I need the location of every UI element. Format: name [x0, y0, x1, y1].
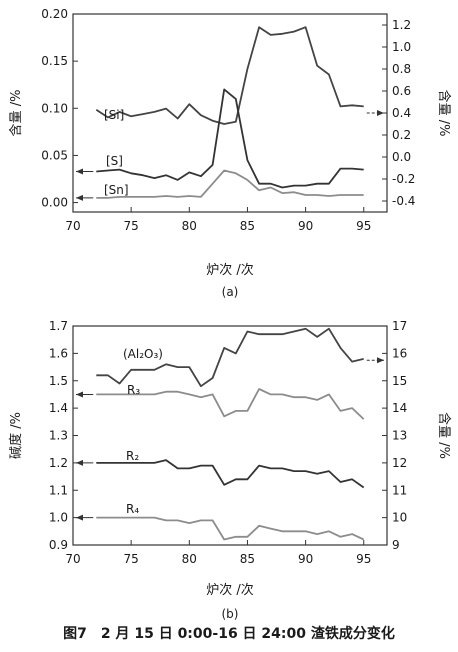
- figure-caption: 图7 2 月 15 日 0:00-16 日 24:00 渣铁成分变化: [63, 625, 395, 642]
- x-tick-label: 85: [240, 552, 255, 566]
- y-left-tick-label: 1.0: [49, 511, 68, 525]
- series-label: [S]: [106, 154, 123, 168]
- x-tick-label: 70: [65, 552, 80, 566]
- y-right-tick-label: 1.2: [392, 18, 411, 32]
- y-left-tick-label: 0.10: [41, 101, 68, 115]
- x-tick-label: 90: [298, 219, 313, 233]
- y-right-tick-label: -0.2: [392, 172, 415, 186]
- series-line: [95, 26, 364, 125]
- y-right-tick-label: 0.6: [392, 84, 411, 98]
- y-left-tick-label: 0.20: [41, 7, 68, 21]
- x-axis-label: 炉次 /次: [206, 582, 254, 598]
- x-axis-label: 炉次 /次: [206, 262, 254, 278]
- y-right-tick-label: 0.2: [392, 128, 411, 142]
- y-right-tick-label: 0.0: [392, 150, 411, 164]
- series-line: [96, 388, 365, 420]
- y-right-tick-label: 12: [392, 456, 407, 470]
- y-left-tick-label: 1.3: [49, 429, 68, 443]
- series-line: [96, 327, 364, 388]
- x-tick-label: 80: [182, 219, 197, 233]
- y-right-tick-label: 9: [392, 538, 400, 552]
- x-tick-label: 70: [65, 219, 80, 233]
- y-left-tick-label: 1.4: [49, 401, 68, 415]
- y-left-axis-label: 含量 /%: [8, 90, 24, 137]
- x-tick-label: 85: [240, 219, 255, 233]
- series-label: (Al₂O₃): [123, 347, 163, 361]
- y-left-tick-label: 1.1: [49, 483, 68, 497]
- series-line: [96, 516, 365, 541]
- chart-b: 70 75 80 85 90 95 0.9 1.0 1.1 1.2 1.3 1.4 1.5 1.6 1.7 9…: [8, 319, 452, 621]
- series-label: R₃: [127, 383, 140, 397]
- axis-arrow-head: [76, 459, 83, 466]
- y-right-tick-label: 15: [392, 374, 407, 388]
- chart-a: 70 75 80 85 90 95 0.00 0.05 0.10 0.15 0.20 -0.4 -0.2…: [8, 7, 452, 299]
- series-line: [96, 88, 364, 189]
- series-label: [Si]: [104, 108, 124, 122]
- y-left-tick-label: 0.00: [41, 196, 68, 210]
- y-left-tick-label: 0.9: [49, 538, 68, 552]
- axis-arrow-head: [76, 168, 83, 175]
- axis-arrow-head: [76, 391, 83, 398]
- y-right-tick-label: 14: [392, 401, 407, 415]
- axis-arrow-head: [377, 357, 384, 364]
- x-tick-label: 90: [298, 552, 313, 566]
- axis-arrow-head: [377, 110, 384, 116]
- y-right-axis-label: 含量 /%: [436, 90, 452, 137]
- x-tick-label: 80: [182, 552, 197, 566]
- y-right-axis-label: 含量 /%: [436, 412, 452, 459]
- series-line: [96, 459, 365, 489]
- y-right-tick-label: -0.4: [392, 194, 415, 208]
- y-left-tick-label: 0.05: [41, 148, 68, 162]
- y-right-tick-label: 0.4: [392, 106, 411, 120]
- subfigure-label: (a): [222, 285, 239, 299]
- y-right-tick-label: 10: [392, 511, 407, 525]
- x-tick-label: 95: [356, 552, 371, 566]
- x-tick-label: 95: [356, 219, 371, 233]
- series-line: [96, 169, 364, 199]
- y-left-tick-label: 1.7: [49, 319, 68, 333]
- y-left-axis-label: 碱度 /%: [8, 412, 24, 459]
- y-right-tick-label: 16: [392, 346, 407, 360]
- plot-frame: [72, 325, 388, 546]
- y-right-tick-label: 0.8: [392, 62, 411, 76]
- axis-arrow-head: [76, 194, 83, 201]
- y-left-tick-label: 1.5: [49, 374, 68, 388]
- x-tick-label: 75: [124, 552, 139, 566]
- y-left-tick-label: 1.6: [49, 346, 68, 360]
- y-right-tick-label: 17: [392, 319, 407, 333]
- series-label: R₄: [126, 502, 139, 516]
- y-left-tick-label: 0.15: [41, 54, 68, 68]
- y-right-tick-label: 1.0: [392, 40, 411, 54]
- series-label: R₂: [126, 449, 139, 463]
- axis-arrow-head: [76, 514, 83, 521]
- subfigure-label: (b): [222, 607, 239, 621]
- series-label: [Sn]: [104, 183, 129, 197]
- y-left-tick-label: 1.2: [49, 456, 68, 470]
- y-right-tick-label: 13: [392, 429, 407, 443]
- y-right-tick-label: 11: [392, 483, 407, 497]
- x-tick-label: 75: [124, 219, 139, 233]
